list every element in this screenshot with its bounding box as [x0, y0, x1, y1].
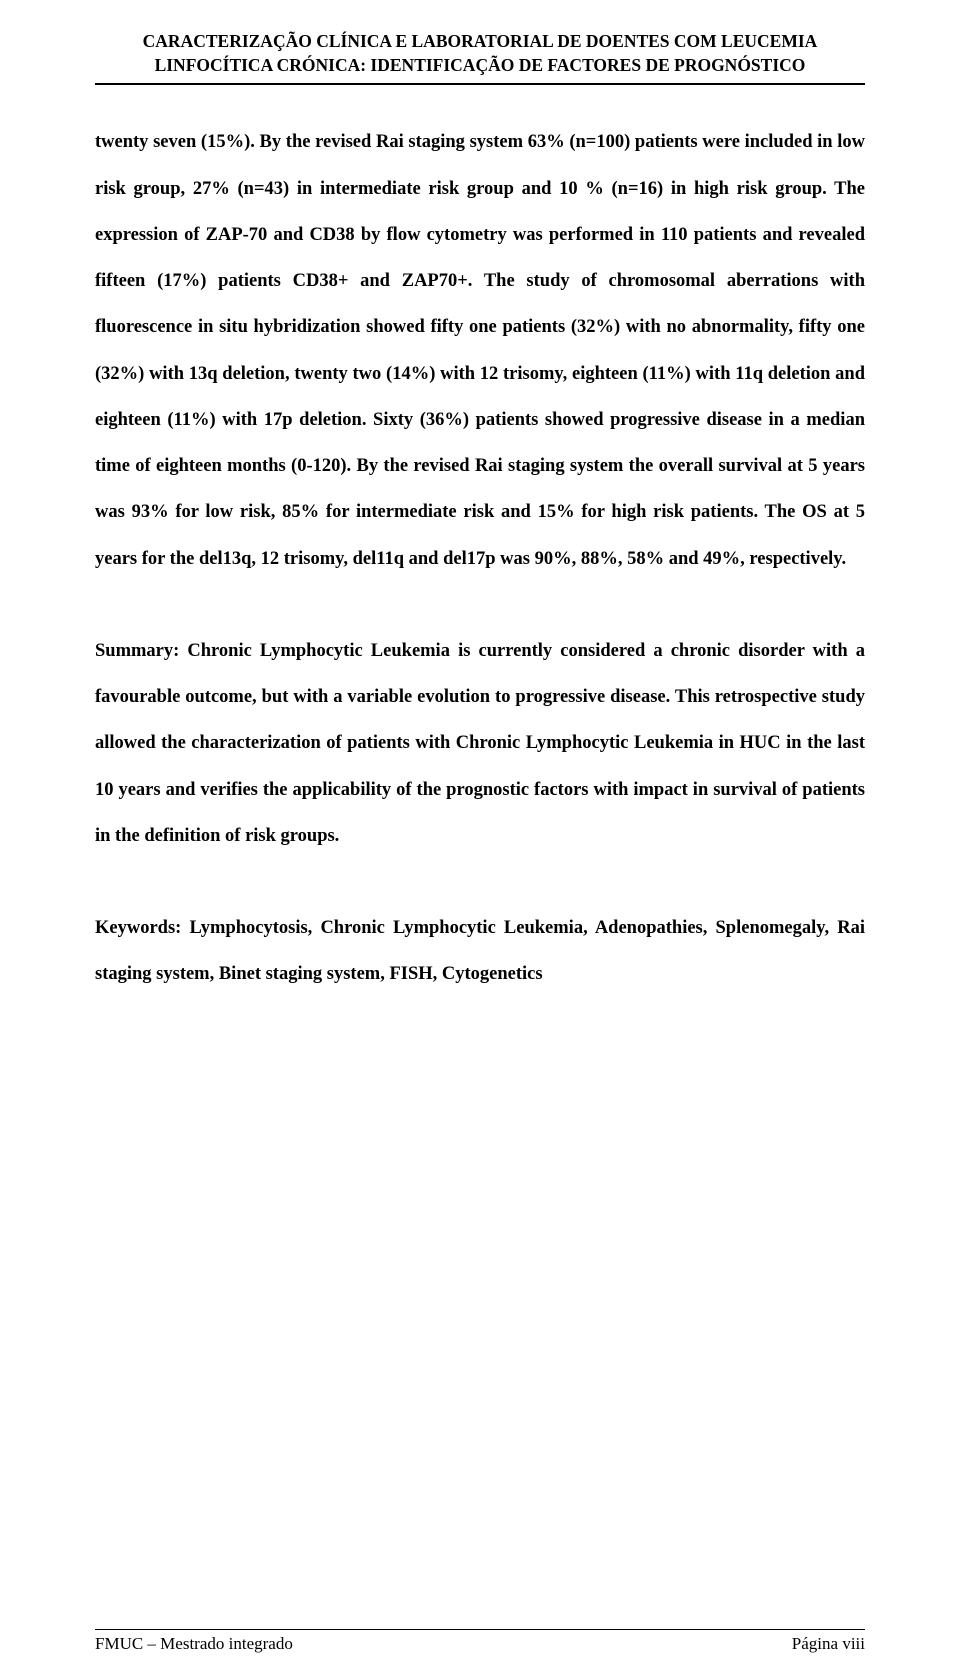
footer-right: Página viii — [792, 1634, 865, 1654]
body-paragraph-1: twenty seven (15%). By the revised Rai s… — [95, 119, 865, 582]
header-line-2: LINFOCÍTICA CRÓNICA: IDENTIFICAÇÃO DE FA… — [155, 55, 806, 75]
page-header: CARACTERIZAÇÃO CLÍNICA E LABORATORIAL DE… — [95, 30, 865, 85]
body-paragraph-3: Keywords: Lymphocytosis, Chronic Lymphoc… — [95, 905, 865, 998]
page-footer: FMUC – Mestrado integrado Página viii — [95, 1629, 865, 1654]
footer-left: FMUC – Mestrado integrado — [95, 1634, 293, 1654]
body-paragraph-2: Summary: Chronic Lymphocytic Leukemia is… — [95, 628, 865, 859]
header-line-1: CARACTERIZAÇÃO CLÍNICA E LABORATORIAL DE… — [143, 31, 818, 51]
